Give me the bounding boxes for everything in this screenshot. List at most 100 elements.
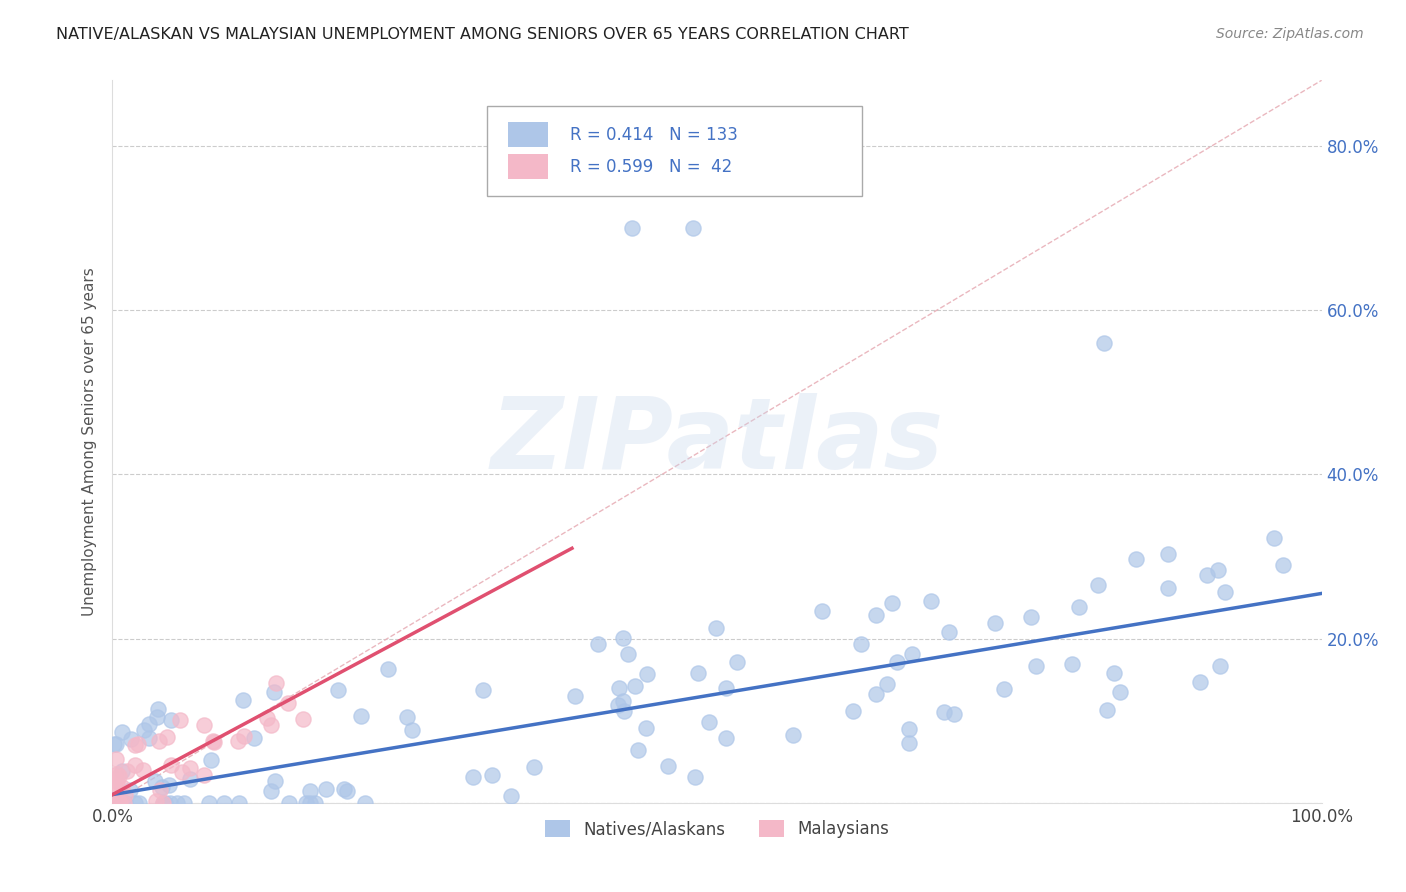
Point [111, 780, 134, 795]
Point [263, 685, 285, 699]
Point [607, 698, 630, 712]
Point [256, 711, 278, 725]
Point [686, 666, 709, 681]
Point [111, 764, 134, 778]
Point [336, 784, 359, 798]
Text: R = 0.599   N =  42: R = 0.599 N = 42 [569, 158, 731, 176]
Point [264, 676, 287, 690]
Point [172, 765, 194, 780]
Point [166, 796, 188, 810]
Point [1108, 685, 1130, 699]
Legend: Natives/Alaskans, Malaysians: Natives/Alaskans, Malaysians [538, 814, 896, 845]
Point [481, 767, 503, 781]
Point [841, 704, 863, 718]
Point [127, 737, 149, 751]
Point [299, 796, 322, 810]
Point [148, 702, 170, 716]
Point [657, 758, 679, 772]
Point [1092, 336, 1115, 351]
Point [107, 791, 129, 805]
Point [104, 737, 127, 751]
Point [138, 731, 160, 745]
Point [152, 796, 174, 810]
Point [153, 796, 176, 810]
Point [228, 796, 250, 810]
Point [1157, 581, 1180, 595]
Point [101, 767, 124, 781]
Point [900, 647, 922, 661]
Point [627, 742, 650, 756]
Point [112, 796, 135, 810]
Bar [508, 154, 548, 179]
Point [898, 736, 921, 750]
Point [145, 709, 167, 723]
Point [350, 708, 373, 723]
Point [898, 722, 921, 736]
Point [132, 764, 155, 778]
Point [725, 655, 748, 669]
Point [1206, 563, 1229, 577]
Point [114, 788, 136, 802]
Point [1062, 657, 1084, 671]
Point [143, 774, 166, 789]
Text: Source: ZipAtlas.com: Source: ZipAtlas.com [1216, 27, 1364, 41]
Point [876, 677, 898, 691]
Y-axis label: Unemployment Among Seniors over 65 years: Unemployment Among Seniors over 65 years [82, 268, 97, 615]
Point [401, 723, 423, 737]
Point [149, 783, 172, 797]
Point [120, 732, 142, 747]
Point [714, 681, 737, 695]
Point [1097, 703, 1119, 717]
Point [156, 730, 179, 744]
Bar [508, 122, 548, 147]
Point [193, 768, 215, 782]
Point [104, 752, 127, 766]
Point [865, 608, 887, 623]
Point [101, 774, 124, 789]
Point [395, 710, 418, 724]
Point [304, 796, 326, 810]
Point [471, 683, 494, 698]
Point [1021, 609, 1043, 624]
Point [231, 693, 253, 707]
Point [108, 796, 131, 810]
Point [104, 796, 127, 810]
Point [200, 753, 222, 767]
Point [523, 760, 546, 774]
Point [636, 667, 658, 681]
FancyBboxPatch shape [488, 105, 862, 196]
Point [198, 796, 221, 810]
Point [326, 683, 349, 698]
Point [124, 758, 146, 772]
Point [1263, 531, 1285, 545]
Point [277, 697, 299, 711]
Point [499, 789, 522, 803]
Point [315, 781, 337, 796]
Point [1102, 666, 1125, 681]
Point [169, 713, 191, 727]
Point [124, 796, 146, 810]
Point [232, 729, 254, 743]
Point [984, 616, 1007, 631]
Point [160, 713, 183, 727]
Point [1157, 547, 1180, 561]
Point [993, 682, 1015, 697]
Point [623, 679, 645, 693]
Point [612, 631, 634, 645]
Point [259, 783, 281, 797]
Point [1125, 552, 1147, 566]
Point [115, 764, 138, 778]
Point [103, 793, 125, 807]
Point [108, 769, 131, 783]
Point [263, 774, 285, 789]
Point [160, 757, 183, 772]
Point [1069, 599, 1091, 614]
Point [612, 693, 634, 707]
Point [1213, 585, 1236, 599]
Point [202, 734, 225, 748]
Point [212, 796, 235, 810]
Point [811, 604, 834, 618]
Point [204, 735, 226, 749]
Point [617, 647, 640, 661]
Point [159, 796, 181, 810]
